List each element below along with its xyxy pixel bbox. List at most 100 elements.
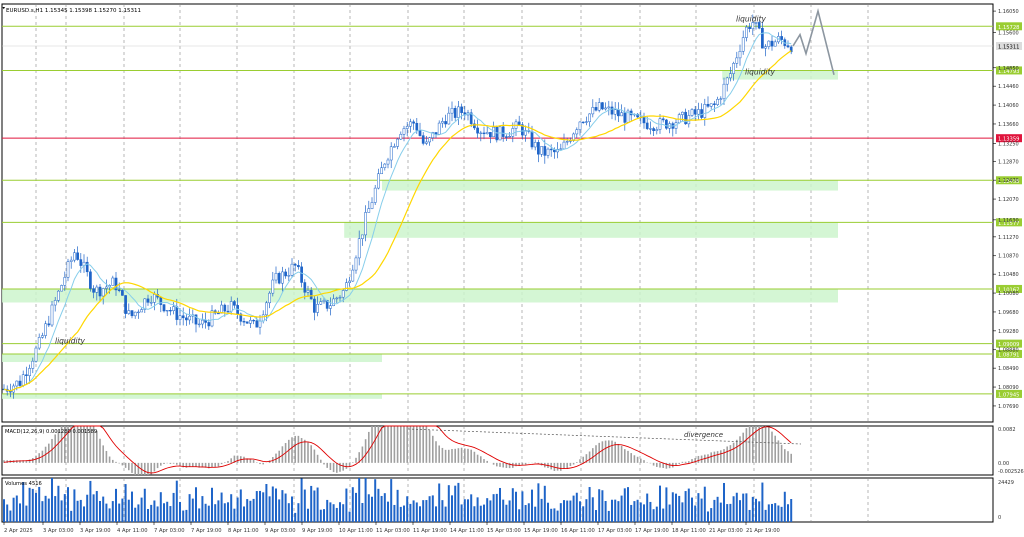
candle-body	[786, 45, 790, 48]
candle-body	[143, 298, 147, 310]
candle-body	[370, 202, 374, 209]
time-tick-label: 18 Apr 11:00	[672, 528, 706, 534]
macd-tick-label: -0.002526	[998, 469, 1024, 475]
candle-body	[617, 109, 620, 117]
grid-lines	[1, 3, 994, 523]
divergence-line	[407, 428, 802, 445]
candle-body	[505, 136, 508, 138]
candle-body	[140, 309, 143, 313]
candle-body	[697, 109, 700, 115]
candle-body	[223, 304, 227, 312]
candle-body	[28, 368, 31, 376]
candle-body	[76, 252, 79, 260]
candle-body	[409, 121, 412, 127]
candle-body	[274, 273, 278, 281]
time-tick-label: 10 Apr 11:00	[339, 528, 373, 534]
time-tick-label: 21 Apr 03:00	[709, 528, 743, 534]
candle-body	[735, 57, 739, 64]
candle-body	[153, 294, 156, 303]
candle-body	[770, 40, 774, 47]
price-tick-label: 1.14850	[998, 66, 1019, 72]
candle-body	[89, 271, 92, 289]
candle-body	[18, 380, 22, 386]
candle-body	[322, 300, 326, 302]
candle-body	[521, 124, 524, 136]
candle-body	[703, 104, 707, 118]
candle-body	[559, 148, 563, 150]
price-level-tag-label: 1.12468	[998, 179, 1019, 185]
price-level-tag-label: 1.08791	[998, 352, 1019, 358]
candle-body	[722, 83, 726, 100]
candle-body	[690, 109, 694, 116]
time-tick-label: 8 Apr 11:00	[228, 528, 259, 534]
candle-body	[85, 261, 89, 273]
candle-body	[159, 296, 163, 305]
candle-body	[233, 301, 236, 306]
candle-body	[610, 106, 614, 115]
candle-body	[319, 301, 323, 305]
candle-body	[649, 128, 652, 130]
candle-body	[162, 304, 166, 312]
liquidity-zone	[2, 393, 382, 399]
candle-body	[780, 36, 783, 40]
candle-body	[495, 126, 499, 141]
candle-body	[293, 263, 297, 266]
time-tick-label: 9 Apr 19:00	[302, 528, 333, 534]
macd-signal-line	[3, 425, 792, 474]
price-tick-label: 1.13660	[998, 122, 1019, 128]
candle-body	[98, 286, 102, 297]
candle-body	[114, 277, 118, 291]
liquidity-label: liquidity	[736, 14, 767, 23]
candle-body	[741, 37, 745, 52]
candle-body	[95, 286, 99, 293]
candle-body	[601, 102, 604, 110]
candle-body	[149, 302, 153, 304]
candle-body	[277, 273, 281, 284]
candle-body	[591, 107, 595, 115]
candle-body	[428, 137, 431, 143]
liquidity-zones	[2, 70, 838, 399]
moving-average-fast	[3, 32, 792, 392]
candle-body	[706, 104, 710, 107]
candle-body	[402, 128, 406, 135]
panel-border	[1, 425, 994, 476]
candle-body	[405, 126, 409, 129]
dropdown-arrow-icon	[2, 7, 5, 10]
time-tick-label: 14 Apr 11:00	[450, 528, 484, 534]
price-tick-label: 1.12870	[998, 159, 1019, 165]
candle-body	[210, 310, 214, 327]
candle-body	[636, 113, 639, 118]
candle-body	[421, 135, 425, 144]
price-tick-label: 1.15600	[998, 30, 1019, 36]
candle-body	[738, 50, 742, 59]
candle-body	[553, 149, 556, 153]
candle-body	[549, 148, 553, 151]
candle-body	[268, 292, 271, 304]
time-tick-label: 7 Apr 03:00	[154, 528, 185, 534]
moving-averages	[3, 32, 792, 392]
candle-body	[281, 271, 284, 284]
price-tick-label: 1.10080	[998, 291, 1019, 297]
candle-body	[457, 106, 460, 118]
price-tick-label: 1.09280	[998, 329, 1019, 335]
candle-body	[111, 277, 115, 286]
price-level-tag-label: 1.10167	[998, 287, 1019, 293]
time-tick-label: 11 Apr 19:00	[413, 528, 447, 534]
candle-body	[357, 238, 361, 259]
candle-body	[450, 108, 454, 114]
candle-body	[460, 106, 463, 113]
candle-body	[297, 265, 300, 268]
candle-body	[709, 103, 713, 107]
candle-body	[434, 132, 438, 135]
candle-body	[249, 319, 252, 324]
projection-line	[792, 7, 835, 75]
candle-body	[613, 109, 617, 115]
candle-body	[773, 41, 777, 47]
price-level-tag	[996, 218, 1022, 227]
candle-body	[271, 279, 275, 294]
candle-body	[485, 132, 489, 135]
time-tick-label: 3 Apr 19:00	[80, 528, 111, 534]
time-tick-label: 21 Apr 19:00	[746, 528, 780, 534]
price-tick-label: 1.16050	[998, 9, 1019, 15]
